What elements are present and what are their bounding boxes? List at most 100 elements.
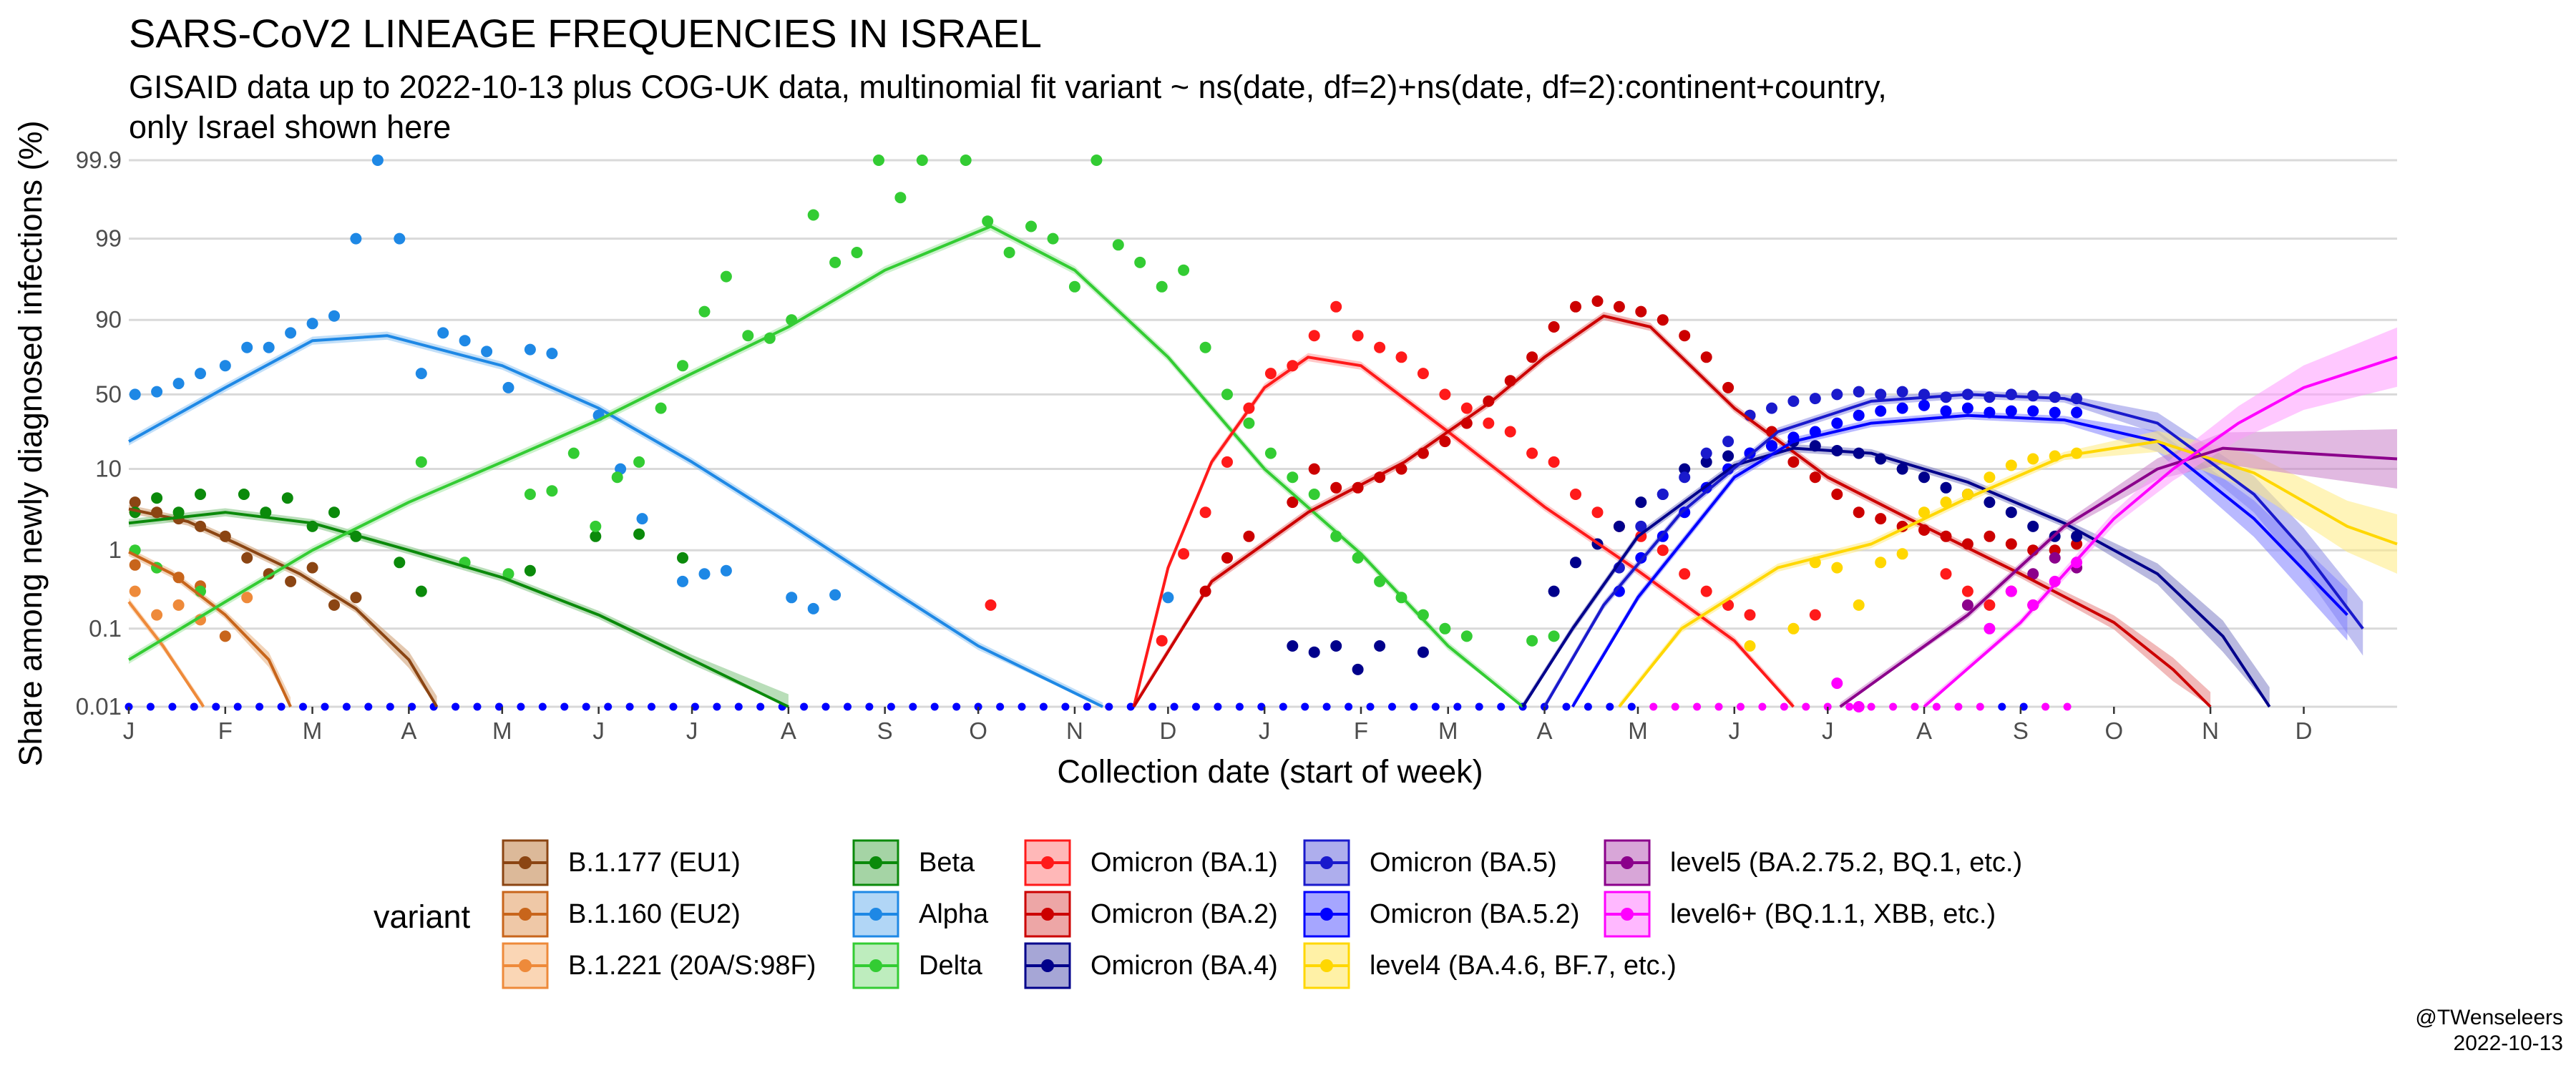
point-b-1-177-eu1 bbox=[350, 592, 362, 604]
point-delta bbox=[1548, 630, 1560, 642]
y-tick-label: 10 bbox=[95, 456, 122, 482]
fit-line-omicron-ba-1 bbox=[1132, 356, 1795, 708]
point-delta bbox=[567, 447, 580, 459]
point-omicron-ba-4 bbox=[1722, 450, 1735, 462]
fit-line-b-1-221-20a-s-98f bbox=[127, 601, 205, 708]
point-delta bbox=[1134, 256, 1146, 268]
baseline-point bbox=[1126, 702, 1135, 711]
point-level4-ba-4-6-bf-7-etc bbox=[1831, 562, 1843, 574]
point-omicron-ba-4 bbox=[1352, 663, 1364, 675]
point-beta bbox=[238, 489, 250, 500]
point-omicron-ba-5 bbox=[1984, 391, 1996, 403]
legend-item-omicron-ba-4: Omicron (BA.4) bbox=[1023, 940, 1278, 991]
legend-label: Alpha bbox=[919, 898, 989, 929]
point-omicron-ba-5-2 bbox=[2027, 405, 2039, 417]
point-delta bbox=[633, 456, 645, 468]
point-delta bbox=[1526, 635, 1538, 647]
gridlines bbox=[129, 159, 2397, 708]
legend-column: Beta Alpha Delta bbox=[852, 837, 988, 991]
point-delta bbox=[1003, 247, 1015, 258]
point-omicron-ba-4 bbox=[2027, 520, 2039, 532]
baseline-point bbox=[1649, 702, 1658, 711]
baseline-point bbox=[473, 702, 482, 711]
x-tick-label: A bbox=[1916, 717, 1932, 744]
point-omicron-ba-4 bbox=[1984, 496, 1996, 509]
point-omicron-ba-5 bbox=[1831, 388, 1843, 401]
point-omicron-ba-5-2 bbox=[2049, 406, 2061, 418]
baseline-point bbox=[277, 702, 286, 711]
legend-dot bbox=[1621, 908, 1634, 921]
point-omicron-ba-4 bbox=[1374, 640, 1386, 652]
baseline-point bbox=[1235, 702, 1244, 711]
legend-key bbox=[1303, 839, 1350, 886]
point-omicron-ba-5-2 bbox=[1875, 405, 1887, 417]
point-omicron-ba-2 bbox=[1548, 321, 1560, 333]
point-omicron-ba-1 bbox=[1330, 300, 1342, 313]
x-tick-label: M bbox=[1628, 717, 1648, 744]
point-alpha bbox=[285, 327, 297, 339]
legend-column: level5 (BA.2.75.2, BQ.1, etc.) level6+ (B… bbox=[1603, 837, 2022, 940]
x-tick-label: J bbox=[1259, 717, 1271, 744]
legend-label: Omicron (BA.1) bbox=[1091, 847, 1278, 878]
baseline-point bbox=[321, 702, 329, 711]
baseline-point bbox=[1627, 702, 1636, 711]
fit-line-beta bbox=[128, 511, 789, 708]
x-tick-label: A bbox=[1537, 717, 1553, 744]
baseline-point bbox=[1061, 702, 1070, 711]
point-omicron-ba-5-2 bbox=[1918, 399, 1930, 411]
legend-key bbox=[1024, 891, 1071, 938]
point-delta bbox=[1156, 280, 1168, 293]
x-tick-label: F bbox=[218, 717, 233, 744]
point-omicron-ba-5 bbox=[1809, 393, 1821, 405]
point-omicron-ba-2 bbox=[1591, 295, 1604, 307]
point-beta bbox=[415, 585, 427, 597]
baseline-point bbox=[1976, 702, 1984, 711]
point-alpha bbox=[481, 346, 493, 358]
x-tick-label: F bbox=[1354, 717, 1368, 744]
legend-dot bbox=[519, 959, 532, 972]
baseline-point bbox=[1366, 702, 1375, 711]
baseline-point bbox=[1584, 702, 1592, 711]
fit-line-level5-ba-2-75-2-bq-1-etc bbox=[1839, 446, 2398, 708]
chart-subtitle: GISAID data up to 2022-10-13 plus COG-UK… bbox=[129, 69, 1887, 145]
point-omicron-ba-1 bbox=[1417, 368, 1429, 380]
legend-title: variant bbox=[374, 898, 471, 935]
baseline-point bbox=[669, 702, 678, 711]
point-delta bbox=[655, 402, 667, 414]
point-omicron-ba-4 bbox=[2005, 506, 2017, 519]
point-omicron-ba-2 bbox=[1439, 436, 1451, 448]
point-omicron-ba-4 bbox=[1287, 640, 1299, 652]
legend-dot bbox=[869, 908, 882, 921]
point-level4-ba-4-6-bf-7-etc bbox=[1940, 496, 1952, 509]
baseline-point bbox=[146, 702, 155, 711]
point-omicron-ba-5-2 bbox=[1679, 506, 1691, 519]
point-omicron-ba-1 bbox=[1591, 506, 1604, 519]
x-tick-label: S bbox=[2013, 717, 2029, 744]
x-tick-label: A bbox=[401, 717, 416, 744]
legend-dot bbox=[1320, 959, 1333, 972]
legend-dot bbox=[1621, 856, 1634, 869]
credit-date: 2022-10-13 bbox=[2453, 1032, 2563, 1055]
point-omicron-ba-4 bbox=[1679, 463, 1691, 475]
baseline-point bbox=[604, 702, 613, 711]
point-alpha bbox=[636, 513, 648, 525]
point-omicron-ba-1 bbox=[1940, 568, 1952, 580]
fit-line-b-1-177-eu1 bbox=[128, 507, 439, 708]
point-omicron-ba-1 bbox=[1548, 456, 1560, 468]
point-alpha bbox=[1162, 592, 1174, 604]
point-omicron-ba-1 bbox=[1264, 368, 1277, 380]
point-omicron-ba-1 bbox=[1156, 635, 1168, 647]
legend-item-level5-ba-2-75-2-bq-1-etc: level5 (BA.2.75.2, BQ.1, etc.) bbox=[1603, 837, 2022, 888]
point-omicron-ba-1 bbox=[1679, 568, 1691, 580]
legend-label: level4 (BA.4.6, BF.7, etc.) bbox=[1370, 950, 1677, 981]
point-omicron-ba-1 bbox=[1744, 609, 1756, 621]
point-beta bbox=[677, 552, 688, 564]
point-delta bbox=[1264, 447, 1277, 459]
point-omicron-ba-1 bbox=[1570, 489, 1581, 500]
point-alpha bbox=[394, 232, 406, 245]
point-omicron-ba-2 bbox=[1635, 305, 1647, 318]
point-level6-bq-1-1-xbb-etc bbox=[1831, 677, 1843, 690]
baseline-point bbox=[2019, 702, 2028, 711]
